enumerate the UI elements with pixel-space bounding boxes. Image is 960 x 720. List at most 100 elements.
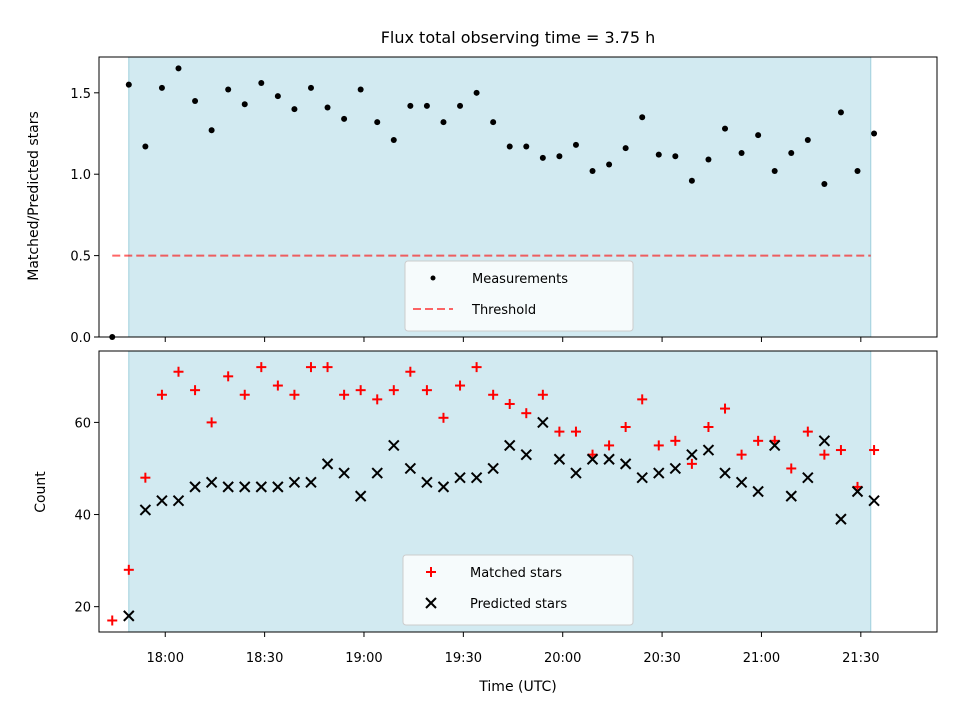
x-stroke-b (504, 439, 516, 452)
data-point (289, 389, 300, 400)
x-stroke-b (818, 435, 831, 447)
data-point (788, 150, 795, 157)
data-point (835, 445, 846, 456)
data-point (192, 97, 199, 104)
data-point (225, 86, 232, 93)
plot-layer: 0.0 0.5 1.0 1.5 Measurements Threshold 20 40 60 1… (70, 56, 938, 666)
data-point (869, 445, 880, 456)
x-stroke-b (222, 481, 234, 493)
y-tick-label: 20 (74, 601, 91, 616)
data-point (688, 177, 695, 184)
data-point (821, 180, 828, 187)
data-point (755, 132, 762, 139)
data-point (487, 462, 499, 475)
legend-label: Matched stars (470, 566, 562, 581)
data-point (785, 490, 797, 502)
data-point (255, 481, 268, 493)
data-point (139, 504, 152, 516)
data-point (241, 101, 248, 108)
x-stroke-b (388, 439, 400, 452)
data-point (606, 161, 613, 168)
x-tick-label: 18:30 (246, 651, 283, 666)
x-stroke-b (553, 453, 566, 465)
data-point (205, 476, 218, 488)
data-point (305, 476, 317, 488)
bottom-y-axis-label: Count (33, 471, 49, 513)
x-stroke-b (371, 467, 383, 479)
series-matched-stars (107, 362, 880, 626)
data-point (735, 476, 748, 488)
data-point (653, 467, 665, 479)
x-stroke-b (123, 610, 135, 622)
y-tick-label: 1.5 (70, 87, 91, 102)
data-point (437, 481, 450, 493)
data-point (868, 495, 880, 507)
top-y-axis-label: Matched/Predicted stars (26, 111, 42, 281)
data-point (390, 137, 397, 144)
data-point (341, 115, 348, 122)
data-point (438, 412, 449, 423)
legend-label: Predicted stars (470, 597, 567, 612)
data-point (338, 467, 350, 479)
data-point (686, 448, 698, 461)
data-point (123, 564, 134, 575)
x-tick-label: 18:00 (147, 651, 184, 666)
data-point (686, 458, 697, 469)
x-stroke-b (404, 462, 417, 475)
data-point (471, 362, 482, 373)
data-point (622, 145, 629, 152)
x-stroke-b (835, 513, 847, 525)
data-point (802, 471, 814, 484)
data-point (407, 102, 414, 109)
x-stroke-b (189, 481, 201, 493)
data-point (672, 153, 679, 160)
x-stroke-b (172, 495, 185, 507)
data-point (371, 467, 383, 479)
data-point (819, 449, 830, 460)
x-stroke-b (437, 481, 450, 493)
data-point (421, 385, 432, 396)
y-tick-label: 0.0 (70, 331, 91, 346)
data-point (720, 403, 731, 414)
data-point (405, 366, 416, 377)
plot-frame (98, 56, 938, 338)
data-point (537, 389, 548, 400)
data-point (307, 84, 314, 91)
data-point (173, 366, 184, 377)
data-point (172, 495, 185, 507)
x-stroke-b (255, 481, 268, 493)
x-stroke-b (239, 481, 251, 493)
plot-frame (98, 350, 938, 633)
data-point (539, 154, 546, 161)
x-stroke-b (288, 476, 301, 488)
legend-box (404, 260, 634, 332)
x-stroke-b (586, 453, 599, 465)
data-point (470, 471, 483, 484)
data-point (504, 398, 515, 409)
data-point (854, 167, 861, 174)
x-stroke-b (686, 448, 698, 461)
x-tick-label: 20:30 (643, 651, 680, 666)
data-point (189, 481, 201, 493)
data-point (752, 485, 764, 498)
data-point (288, 476, 301, 488)
legend-marker (426, 567, 436, 577)
data-point (423, 102, 430, 109)
data-point (570, 426, 581, 437)
data-point (520, 448, 532, 461)
data-point (156, 389, 167, 400)
data-point (374, 119, 381, 126)
data-point (589, 167, 596, 174)
x-stroke-b (425, 597, 437, 609)
data-point (158, 84, 165, 91)
data-point (554, 426, 565, 437)
data-point (208, 127, 215, 134)
data-point (372, 394, 383, 405)
x-stroke-b (421, 476, 433, 488)
data-point (258, 80, 265, 87)
data-point (354, 490, 367, 502)
x-stroke-b (619, 458, 632, 470)
data-point (637, 394, 648, 405)
data-point (620, 422, 631, 433)
legend: Matched stars Predicted stars (402, 554, 634, 626)
